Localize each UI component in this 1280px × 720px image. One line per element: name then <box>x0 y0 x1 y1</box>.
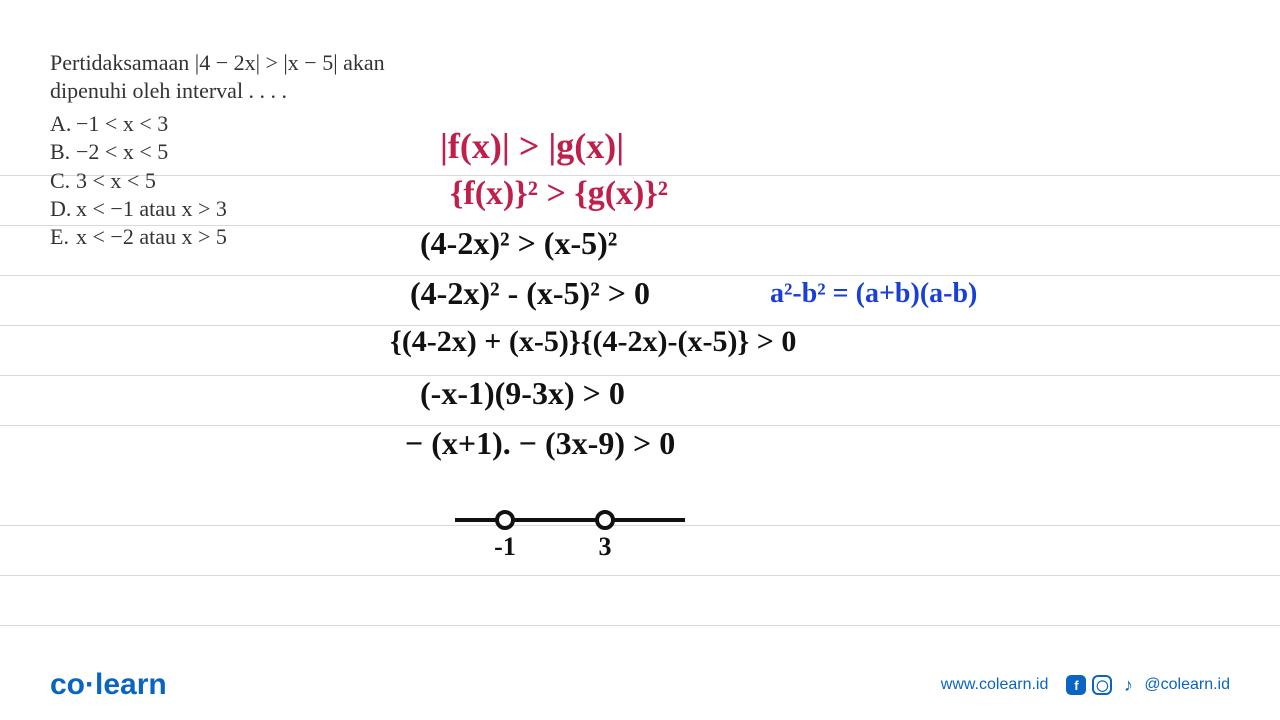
option-label: E. <box>50 224 76 250</box>
handwriting-line: a²-b² = (a+b)(a-b) <box>770 278 977 310</box>
number-line: -1 3 <box>455 500 685 570</box>
option-text: 3 < x < 5 <box>76 168 156 193</box>
option-label: C. <box>50 168 76 194</box>
option-text: x < −2 atau x > 5 <box>76 224 227 249</box>
handwriting-line: {(4-2x) + (x-5)}{(4-2x)-(x-5)} > 0 <box>390 325 796 359</box>
footer-url: www.colearn.id <box>941 676 1049 694</box>
footer: co·learn www.colearn.id f ◯ ♪ @colearn.i… <box>0 650 1280 720</box>
tiktok-icon: ♪ <box>1118 675 1138 695</box>
option-row: A.−1 < x < 3 <box>50 111 1240 137</box>
handwriting-line: − (x+1). − (3x-9) > 0 <box>405 425 675 462</box>
social-handle: @colearn.id <box>1144 676 1230 694</box>
option-text: −2 < x < 5 <box>76 139 168 164</box>
option-text: −1 < x < 3 <box>76 111 168 136</box>
option-row: D.x < −1 atau x > 3 <box>50 196 1240 222</box>
option-row: C.3 < x < 5 <box>50 168 1240 194</box>
option-label: D. <box>50 196 76 222</box>
brand-dot: · <box>85 668 95 701</box>
facebook-icon: f <box>1066 675 1086 695</box>
option-row: E.x < −2 atau x > 5 <box>50 224 1240 250</box>
options-list: A.−1 < x < 3B.−2 < x < 5C.3 < x < 5D.x <… <box>50 111 1240 251</box>
question-block: Pertidaksamaan |4 − 2x| > |x − 5| akan d… <box>50 50 1240 251</box>
brand-logo: co·learn <box>50 668 167 702</box>
option-label: B. <box>50 139 76 165</box>
brand-pre: co <box>50 668 85 701</box>
handwriting-line: (-x-1)(9-3x) > 0 <box>420 375 625 412</box>
handwriting-line: (4-2x)² - (x-5)² > 0 <box>410 275 650 312</box>
svg-text:3: 3 <box>599 532 612 561</box>
question-line-2: dipenuhi oleh interval . . . . <box>50 78 1240 104</box>
brand-post: learn <box>95 668 167 701</box>
footer-right: www.colearn.id f ◯ ♪ @colearn.id <box>941 675 1230 695</box>
option-text: x < −1 atau x > 3 <box>76 196 227 221</box>
option-label: A. <box>50 111 76 137</box>
instagram-icon: ◯ <box>1092 675 1112 695</box>
social-icons: f ◯ ♪ @colearn.id <box>1066 675 1230 695</box>
option-row: B.−2 < x < 5 <box>50 139 1240 165</box>
question-line-1: Pertidaksamaan |4 − 2x| > |x − 5| akan <box>50 50 1240 76</box>
svg-text:-1: -1 <box>494 532 516 561</box>
